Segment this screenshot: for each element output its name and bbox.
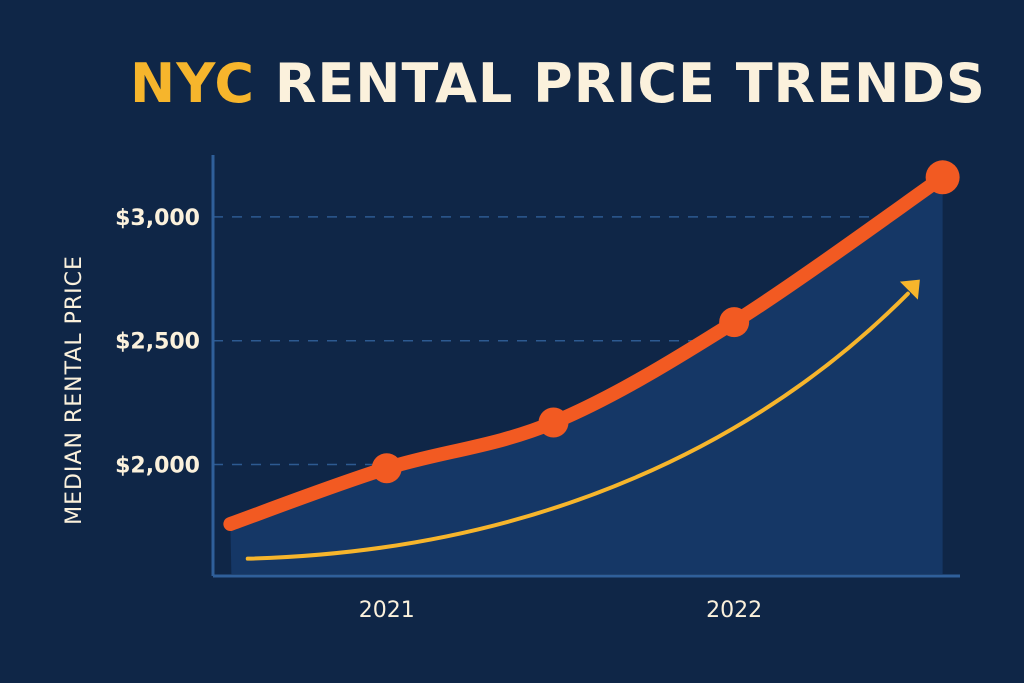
data-point bbox=[538, 407, 569, 438]
y-tick-label: $2,000 bbox=[115, 454, 200, 479]
data-points bbox=[371, 160, 960, 484]
trend-arrow-line bbox=[245, 291, 910, 561]
y-tick-label: $3,000 bbox=[115, 206, 200, 231]
title-accent: NYC bbox=[130, 52, 256, 115]
x-tick-label: 2021 bbox=[359, 598, 415, 623]
y-tick-labels: $2,000 $2,500 $3,000 bbox=[115, 206, 200, 479]
chart-title: NYC RENTAL PRICE TRENDS bbox=[130, 52, 986, 115]
x-tick-label: 2022 bbox=[706, 598, 762, 623]
trend-arrow-head bbox=[899, 279, 920, 300]
y-tick-label: $2,500 bbox=[115, 330, 200, 355]
data-point bbox=[925, 160, 960, 195]
title-rest: RENTAL PRICE TRENDS bbox=[274, 52, 986, 115]
data-point bbox=[371, 453, 402, 484]
area-fill bbox=[230, 177, 943, 574]
data-point bbox=[719, 307, 750, 338]
y-axis-label: MEDIAN RENTAL PRICE bbox=[62, 255, 87, 525]
x-tick-labels: 2021 2022 bbox=[359, 598, 762, 623]
